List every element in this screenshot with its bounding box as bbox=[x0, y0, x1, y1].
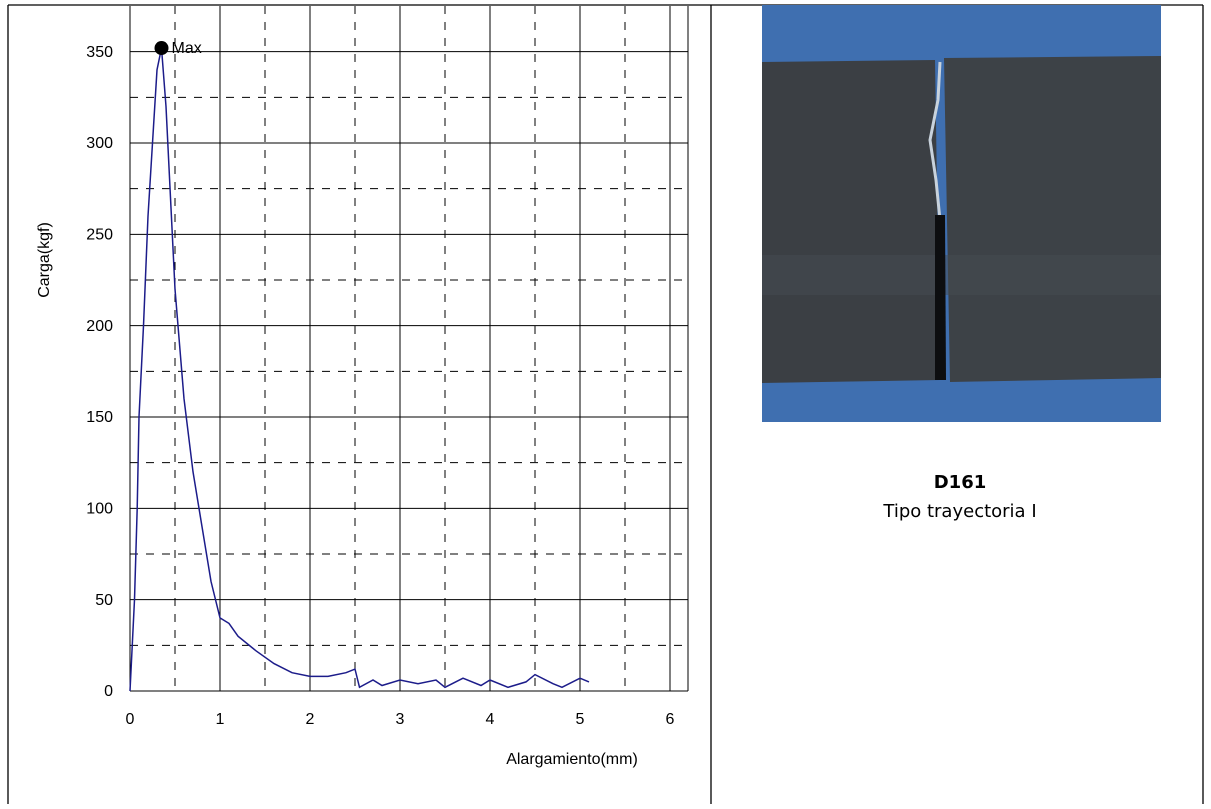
x-tick-label: 1 bbox=[216, 711, 225, 728]
y-tick-label: 250 bbox=[86, 227, 113, 244]
x-tick-label: 0 bbox=[126, 711, 135, 728]
caption-title: D161 bbox=[934, 472, 987, 493]
plate-left bbox=[762, 60, 940, 383]
plate-right bbox=[944, 56, 1161, 382]
y-tick-label: 300 bbox=[86, 135, 113, 152]
x-tick-label: 3 bbox=[396, 711, 405, 728]
x-tick-label: 4 bbox=[486, 711, 495, 728]
crack bbox=[935, 215, 946, 380]
annotation: Max bbox=[172, 40, 202, 57]
x-tick-label: 2 bbox=[306, 711, 315, 728]
y-tick-label: 100 bbox=[86, 501, 113, 518]
x-tick-label: 5 bbox=[576, 711, 585, 728]
y-tick-label: 0 bbox=[104, 683, 113, 700]
data-line bbox=[129, 47, 590, 692]
y-tick-label: 350 bbox=[86, 44, 113, 61]
y-tick-label: 200 bbox=[86, 318, 113, 335]
y-tick-label: 150 bbox=[86, 409, 113, 426]
y-axis-title: Carga(kgf) bbox=[36, 222, 53, 298]
caption-subtitle: Tipo trayectoria I bbox=[882, 501, 1036, 522]
plate-band bbox=[762, 255, 1161, 295]
photo bbox=[762, 5, 1161, 422]
x-tick-label: 6 bbox=[666, 711, 675, 728]
x-axis-title: Alargamiento(mm) bbox=[506, 751, 638, 768]
y-tick-label: 50 bbox=[95, 592, 113, 609]
max-marker bbox=[154, 41, 169, 56]
